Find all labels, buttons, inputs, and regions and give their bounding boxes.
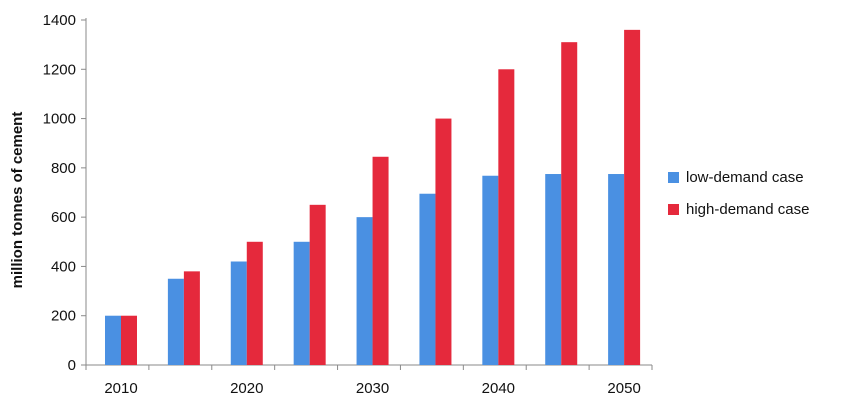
y-tick-label: 200 [51,308,76,325]
y-tick-label: 0 [68,357,76,374]
bar-high-demand-2010 [121,315,137,365]
legend-label-low-demand: low-demand case [686,169,804,186]
y-tick-label: 1000 [43,111,76,128]
x-tick-label: 2010 [104,380,137,397]
bar-high-demand-2015 [183,271,200,365]
bar-high-demand-2050 [624,29,641,365]
bar-high-demand-2025 [309,204,326,365]
bar-low-demand-2020 [230,261,247,365]
bars [105,29,641,366]
y-tick-label: 1400 [43,12,76,29]
legend-swatch-high-demand [668,204,679,215]
y-axis: 0 200 400 600 800 1000 1200 1400 [43,12,87,374]
y-tick-label: 600 [51,209,76,226]
bar-high-demand-2045 [561,42,578,366]
bar-low-demand-2010 [105,315,121,365]
legend: low-demand case high-demand case [668,169,809,218]
bar-low-demand-2050 [608,174,625,365]
bar-low-demand-2035 [419,193,436,365]
y-tick-label: 800 [51,160,76,177]
bar-low-demand-2030 [356,217,373,365]
y-tick-label: 1200 [43,61,76,78]
bar-low-demand-2015 [167,278,184,365]
legend-label-high-demand: high-demand case [686,201,809,218]
bar-high-demand-2030 [372,156,389,365]
y-axis-title: million tonnes of cement [9,112,26,289]
x-tick-label: 2050 [607,380,640,397]
bar-low-demand-2040 [482,175,499,365]
legend-swatch-low-demand [668,172,679,183]
x-tick-label: 2030 [356,380,389,397]
x-axis: 2010 2020 2030 2040 2050 [85,364,653,397]
bar-low-demand-2045 [545,174,562,365]
y-tick-label: 400 [51,258,76,275]
bar-low-demand-2025 [293,241,310,365]
x-tick-label: 2040 [482,380,515,397]
x-tick-label: 2020 [230,380,263,397]
bar-high-demand-2040 [498,69,515,366]
bar-high-demand-2020 [246,241,263,365]
bar-high-demand-2035 [435,118,452,365]
